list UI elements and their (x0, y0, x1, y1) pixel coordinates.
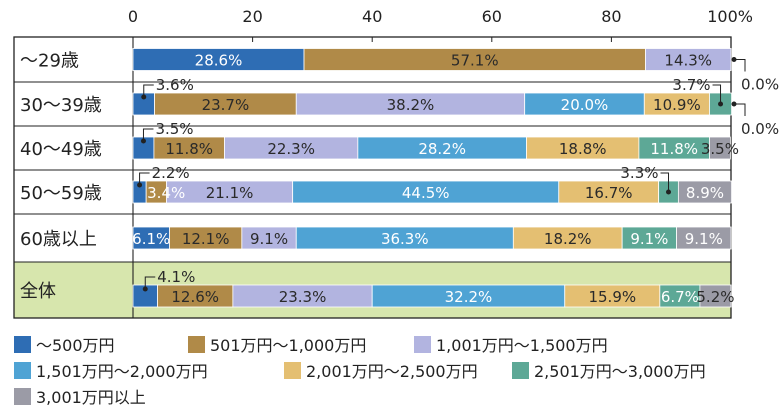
value-label: 22.3% (267, 140, 315, 158)
value-label: 15.9% (588, 288, 636, 306)
x-tick-label: 40 (362, 7, 382, 26)
callout-dot (140, 138, 146, 144)
legend-swatch (414, 336, 431, 353)
x-tick-label: 80 (601, 7, 621, 26)
callout-line (734, 103, 746, 116)
callout-dot (142, 286, 148, 292)
value-label: 9.1% (685, 230, 723, 248)
callout-line (144, 276, 156, 287)
value-label: 38.2% (387, 96, 435, 114)
value-label: 0.0% (741, 76, 779, 94)
value-label: 20.0% (561, 96, 609, 114)
category-label: 40～49歳 (20, 139, 102, 160)
legend-label: 1,501万円～2,000万円 (36, 362, 208, 381)
value-label: 18.8% (559, 140, 607, 158)
value-label: 10.9% (653, 96, 701, 114)
value-label: 23.7% (202, 96, 250, 114)
category-label: 50～59歳 (20, 183, 102, 204)
category-label: 30～39歳 (20, 95, 102, 116)
x-tick-label: 0 (128, 7, 138, 26)
legend-swatch (188, 336, 205, 353)
callout-line (712, 84, 722, 104)
x-tick-label: 60 (482, 7, 502, 26)
value-label: 3.3% (620, 164, 658, 182)
value-label: 28.2% (418, 140, 466, 158)
value-label: 44.5% (402, 184, 450, 202)
value-label: 9.1% (250, 230, 288, 248)
value-label: 3.5% (701, 140, 739, 158)
value-label: 36.3% (381, 230, 429, 248)
callout-line (734, 59, 746, 72)
category-label: ～29歳 (20, 51, 79, 72)
value-label: 3.7% (672, 76, 710, 94)
value-label: 12.1% (182, 230, 230, 248)
value-label: 11.8% (650, 140, 698, 158)
value-label: 32.2% (445, 288, 493, 306)
value-label: 16.7% (585, 184, 633, 202)
bar-segment (676, 226, 732, 250)
legend-label: 2,501万円～3,000万円 (534, 362, 706, 381)
callout-dot (141, 94, 147, 100)
legend-swatch (284, 362, 301, 379)
bar-segment (709, 136, 731, 160)
value-label: 3.5% (155, 120, 193, 138)
value-label: 14.3% (664, 52, 712, 70)
x-tick-label: 20 (242, 7, 262, 26)
value-label: 3.4% (147, 184, 185, 202)
callout-line (143, 84, 154, 95)
legend-label: 501万円～1,000万円 (210, 336, 366, 355)
legend-swatch (512, 362, 529, 379)
value-label: 18.2% (544, 230, 592, 248)
value-label: 28.6% (195, 52, 243, 70)
value-label: 21.1% (206, 184, 254, 202)
legend-label: 1,001万円～1,500万円 (436, 336, 608, 355)
value-label: 4.1% (157, 268, 195, 286)
x-tick-label: 100% (707, 7, 753, 26)
bar-segment (677, 180, 732, 204)
value-label: 57.1% (451, 52, 499, 70)
legend-label: ～500万円 (36, 336, 115, 355)
bar-segment (645, 48, 732, 71)
category-label: 全体 (20, 281, 56, 302)
legend-label: 3,001万円以上 (36, 388, 146, 407)
value-label: 6.1% (132, 230, 170, 248)
category-label: 60歳以上 (20, 229, 97, 250)
callout-line (660, 172, 670, 192)
value-label: 12.6% (171, 288, 219, 306)
value-label: 11.8% (165, 140, 213, 158)
value-label: 5.2% (696, 288, 734, 306)
value-label: 3.6% (156, 76, 194, 94)
value-label: 23.3% (279, 288, 327, 306)
callout-line (139, 172, 150, 183)
legend-swatch (14, 362, 31, 379)
bar-segment (699, 284, 732, 308)
callout-dot (137, 182, 143, 188)
legend-swatch (14, 388, 31, 405)
value-label: 6.7% (661, 288, 699, 306)
value-label: 9.1% (630, 230, 668, 248)
value-label: 2.2% (152, 164, 190, 182)
value-label: 0.0% (741, 120, 779, 138)
callout-line (142, 128, 154, 139)
legend-label: 2,001万円～2,500万円 (306, 362, 478, 381)
value-label: 8.9% (686, 184, 724, 202)
legend-swatch (14, 336, 31, 353)
